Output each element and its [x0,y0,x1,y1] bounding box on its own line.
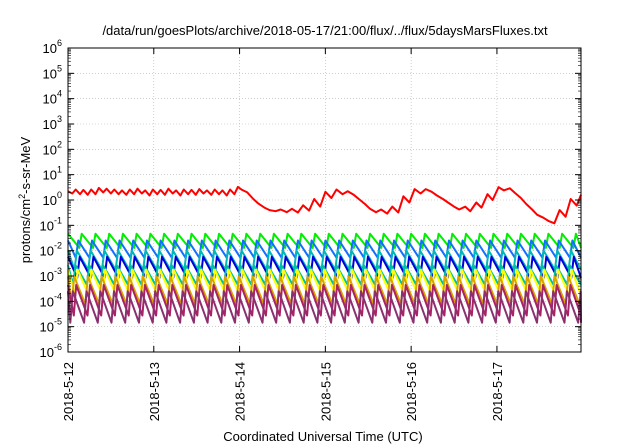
y-axis-label-sup: 2 [17,194,27,199]
x-axis: 2018-5-12 2018-5-13 2018-5-14 2018-5-15 2018… [61,48,505,421]
y-axis-label-base: protons/cm [18,199,33,263]
x-tick-label: 2018-5-17 [490,362,505,421]
chart-title: /data/run/goesPlots/archive/2018-05-17/2… [102,23,548,38]
series-line-1 [67,185,582,225]
x-tick-label: 2018-5-12 [61,362,76,421]
y-tick-label: 10-3 [40,266,62,284]
y-tick-label: 10-4 [40,291,62,309]
series-line-5 [67,255,582,279]
x-tick-label: 2018-5-14 [233,362,248,421]
series-line-3 [67,239,582,259]
y-tick-label: 103 [43,114,62,132]
y-axis-label: protons/cm2-s-sr-MeV [17,136,33,263]
y-tick-label: 101 [43,165,62,183]
y-tick-label: 100 [43,190,62,208]
y-axis: 10-6 10-5 10-4 10-3 10-2 10-1 100 101 102 103 104 1… [40,38,581,360]
x-tick-label: 2018-5-16 [404,362,419,421]
y-tick-label: 104 [43,89,62,107]
y-tick-label: 106 [43,38,62,56]
x-tick-label: 2018-5-15 [318,362,333,421]
y-tick-label: 10-1 [40,215,62,233]
series-line-9 [67,284,582,317]
y-tick-label: 10-6 [40,342,62,360]
x-axis-label: Coordinated Universal Time (UTC) [223,429,422,444]
series-line-10 [67,290,582,324]
y-tick-label: 102 [43,139,62,157]
y-tick-label: 10-2 [40,241,62,259]
series-group [67,185,582,324]
x-tick-label: 2018-5-13 [147,362,162,421]
y-tick-label: 105 [43,63,62,81]
series-line-6 [67,264,582,286]
y-axis-label-rest: -s-sr-MeV [18,136,33,193]
series-line-2 [67,232,582,249]
y-tick-label: 10-5 [40,317,62,335]
